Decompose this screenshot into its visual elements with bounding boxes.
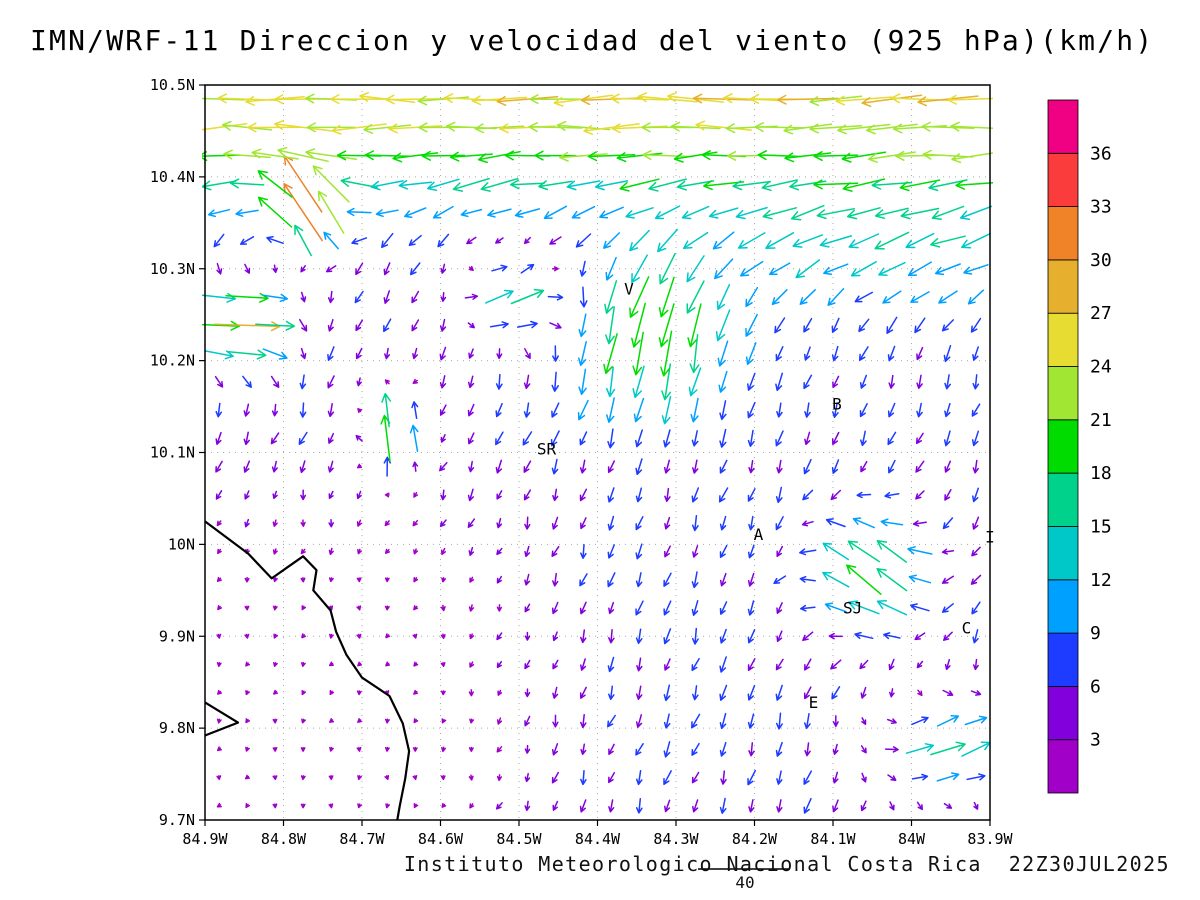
svg-text:33: 33 bbox=[1090, 197, 1112, 218]
station-label-B: B bbox=[832, 394, 842, 413]
svg-text:10N: 10N bbox=[168, 535, 195, 553]
svg-text:9.7N: 9.7N bbox=[159, 811, 195, 829]
grid-lines bbox=[205, 85, 990, 820]
svg-text:84.8W: 84.8W bbox=[261, 830, 307, 848]
svg-text:9.9N: 9.9N bbox=[159, 627, 195, 645]
svg-text:10.2N: 10.2N bbox=[150, 352, 195, 370]
svg-text:30: 30 bbox=[1090, 250, 1112, 271]
svg-text:10.1N: 10.1N bbox=[150, 444, 195, 462]
svg-text:84.6W: 84.6W bbox=[418, 830, 464, 848]
svg-text:10.5N: 10.5N bbox=[150, 76, 195, 94]
station-label-C: C bbox=[962, 619, 972, 638]
reference-vector-label: 40 bbox=[735, 873, 755, 892]
svg-text:84W: 84W bbox=[898, 830, 926, 848]
svg-text:84.5W: 84.5W bbox=[496, 830, 542, 848]
svg-text:3: 3 bbox=[1090, 730, 1101, 751]
station-label-V: V bbox=[624, 280, 634, 299]
svg-text:6: 6 bbox=[1090, 676, 1101, 697]
svg-text:84.9W: 84.9W bbox=[182, 830, 228, 848]
svg-text:36: 36 bbox=[1090, 143, 1112, 164]
svg-text:84.7W: 84.7W bbox=[339, 830, 385, 848]
wind-vectors bbox=[202, 91, 993, 814]
chart-footer: Instituto Meteorologico Nacional Costa R… bbox=[403, 852, 1170, 876]
svg-text:27: 27 bbox=[1090, 303, 1112, 324]
station-label-E: E bbox=[809, 693, 819, 712]
svg-text:18: 18 bbox=[1090, 463, 1112, 484]
svg-text:24: 24 bbox=[1090, 357, 1112, 378]
station-label-SR: SR bbox=[537, 439, 557, 458]
svg-text:84.2W: 84.2W bbox=[732, 830, 778, 848]
svg-text:9.8N: 9.8N bbox=[159, 719, 195, 737]
svg-text:12: 12 bbox=[1090, 570, 1112, 591]
svg-text:21: 21 bbox=[1090, 410, 1112, 431]
station-label-A: A bbox=[754, 525, 764, 544]
svg-text:83.9W: 83.9W bbox=[967, 830, 1013, 848]
svg-text:84.4W: 84.4W bbox=[575, 830, 621, 848]
chart-title: IMN/WRF-11 Direccion y velocidad del vie… bbox=[30, 24, 1155, 57]
axes: 84.9W 84.8W 84.7W 84.6W 84.5W 84.4W 84.3W 84.2W… bbox=[150, 76, 1014, 848]
svg-text:10.3N: 10.3N bbox=[150, 260, 195, 278]
svg-text:15: 15 bbox=[1090, 517, 1112, 538]
station-label-SJ: SJ bbox=[843, 598, 862, 617]
svg-text:10.4N: 10.4N bbox=[150, 168, 195, 186]
coastline bbox=[204, 520, 411, 821]
svg-text:9: 9 bbox=[1090, 623, 1101, 644]
svg-text:84.1W: 84.1W bbox=[810, 830, 856, 848]
svg-text:84.3W: 84.3W bbox=[653, 830, 699, 848]
